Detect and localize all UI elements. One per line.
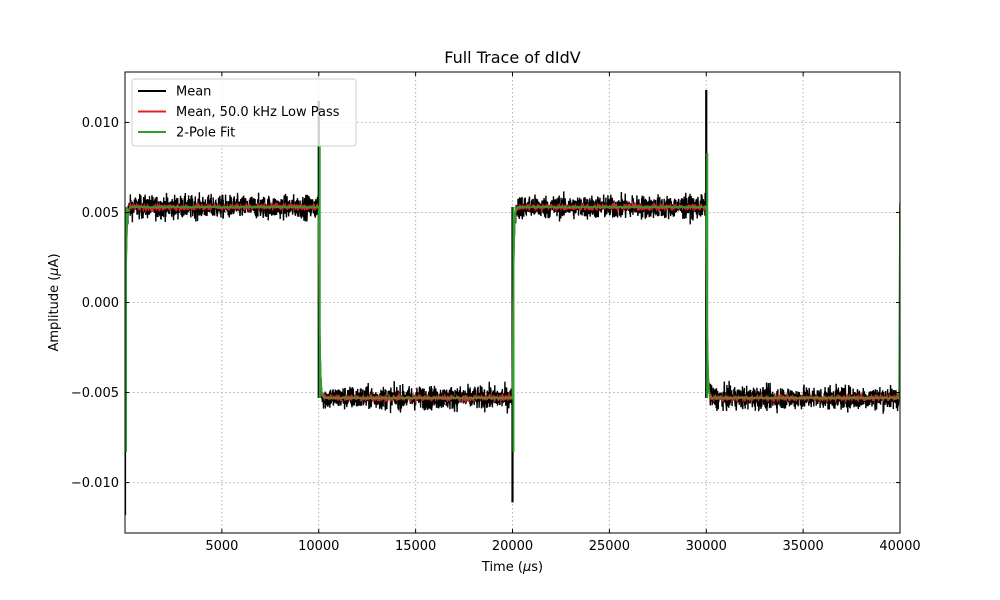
legend-label: 2-Pole Fit (176, 126, 235, 141)
y-tick-label: −0.010 (71, 476, 119, 491)
legend-label: Mean (176, 85, 211, 100)
x-tick-label: 25000 (589, 539, 630, 554)
y-axis-label-suffix: A) (47, 253, 62, 267)
chart-title: Full Trace of dIdV (444, 48, 581, 67)
x-axis-label-unit: μ (522, 560, 531, 575)
legend-box (131, 78, 357, 147)
y-tick-label: 0.010 (82, 116, 119, 131)
legend: Mean Mean, 50.0 kHz Low Pass 2-Pole Fit (131, 78, 357, 147)
x-tick-label: 40000 (879, 539, 920, 554)
x-axis-label-suffix: s) (531, 560, 543, 575)
y-tick-label: 0.005 (82, 206, 119, 221)
y-axis-label-prefix: Amplitude ( (47, 276, 62, 352)
legend-label: Mean, 50.0 kHz Low Pass (176, 105, 340, 120)
x-tick-label: 10000 (298, 539, 339, 554)
y-axis-label-unit: μ (47, 267, 62, 276)
x-tick-label: 35000 (782, 539, 823, 554)
x-tick-label: 5000 (205, 539, 238, 554)
x-tick-label: 20000 (492, 539, 533, 554)
y-axis-label: Amplitude (μA) (47, 253, 62, 351)
axis-ticks: 5000 10000 15000 20000 25000 30000 35000 40000 −… (71, 72, 921, 554)
x-tick-label: 15000 (395, 539, 436, 554)
y-tick-label: 0.000 (82, 296, 119, 311)
y-tick-label: −0.005 (71, 386, 119, 401)
x-axis-label-prefix: Time ( (481, 560, 523, 575)
x-tick-label: 30000 (686, 539, 727, 554)
x-axis-label: Time (μs) (481, 560, 543, 575)
series-layer (125, 90, 900, 515)
